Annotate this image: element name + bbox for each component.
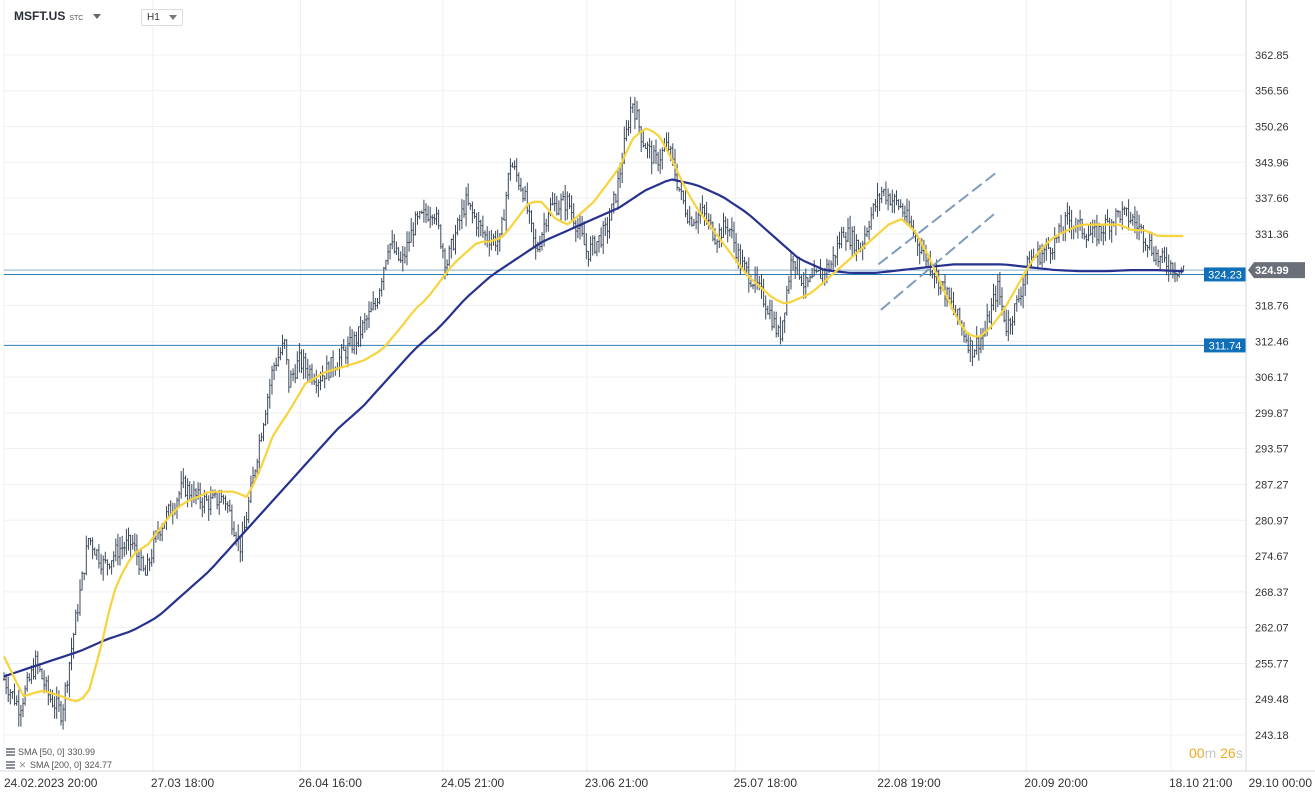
x-tick-label: 24.05 21:00 (441, 776, 505, 790)
moving-averages (3, 127, 1184, 703)
countdown-minutes: 00 (1189, 745, 1205, 761)
x-tick-label: 22.08 19:00 (877, 776, 941, 790)
legend-label: SMA [200, 0] (30, 759, 82, 770)
y-tick-label: 287.27 (1255, 479, 1289, 491)
legend-value: 324.77 (84, 759, 113, 770)
y-tick-label: 249.48 (1255, 694, 1289, 706)
channel-line (880, 212, 996, 311)
countdown-seconds: 26 (1220, 745, 1236, 761)
y-tick-label: 299.87 (1255, 408, 1289, 420)
x-tick-label: 24.02.2023 20:00 (4, 776, 98, 790)
support-level-tag (1204, 267, 1246, 282)
sma-50-line (3, 127, 1184, 703)
legend-label: SMA [50, 0] (18, 746, 65, 757)
y-tick-label: 362.85 (1255, 50, 1289, 62)
y-tick-label: 274.67 (1255, 551, 1289, 563)
timeframe-select[interactable]: H1 (141, 9, 183, 26)
current-price-tag (1248, 262, 1305, 279)
trend-channel (877, 169, 1000, 311)
x-tick-label: 27.03 18:00 (151, 776, 215, 790)
symbol-tag: STC (69, 15, 84, 22)
y-tick-label: 280.97 (1255, 515, 1289, 527)
y-tick-label: 306.17 (1255, 372, 1289, 384)
y-tick-label: 343.96 (1255, 157, 1289, 169)
x-tick-label: 29.10 00:00 (1249, 776, 1313, 790)
support-level-tag (1204, 338, 1246, 353)
timeframe-value: H1 (147, 12, 160, 23)
y-tick-label: 262.07 (1255, 623, 1289, 635)
y-tick-label: 318.76 (1255, 301, 1289, 313)
y-tick-label: 350.26 (1255, 122, 1289, 134)
legend-item-sma-200[interactable]: ✕ SMA [200, 0] 324.77 (6, 758, 112, 771)
legend-item-sma-50[interactable]: SMA [50, 0] 330.99 (6, 745, 112, 758)
close-icon[interactable]: ✕ (18, 759, 27, 770)
y-tick-label: 255.77 (1255, 658, 1289, 670)
price-ohlc-bars (3, 96, 1185, 730)
legend-value: 330.99 (67, 746, 96, 757)
support-level-label: 311.74 (1209, 340, 1242, 352)
countdown-seconds-unit: s (1235, 745, 1243, 761)
chevron-down-icon[interactable] (169, 15, 177, 20)
symbol-selector[interactable]: MSFT.US STC (14, 9, 102, 23)
current-price-label: 324.99 (1255, 265, 1289, 277)
price-bars (3, 96, 1185, 730)
menu-icon[interactable] (6, 747, 15, 756)
candle-countdown: 00m 26s (1189, 745, 1243, 761)
countdown-minutes-unit: m (1204, 745, 1217, 761)
x-tick-label: 18.10 21:00 (1169, 776, 1233, 790)
indicator-legend: SMA [50, 0] 330.99 ✕ SMA [200, 0] 324.77 (6, 745, 112, 771)
channel-line (877, 169, 1000, 266)
sma-200-line (3, 178, 1184, 678)
y-tick-label: 243.18 (1255, 730, 1289, 742)
y-tick-label: 331.36 (1255, 229, 1289, 241)
y-tick-label: 356.56 (1255, 86, 1289, 98)
x-tick-label: 20.09 20:00 (1024, 776, 1088, 790)
x-tick-label: 23.06 21:00 (585, 776, 649, 790)
chevron-down-icon[interactable] (93, 13, 102, 19)
y-tick-label: 268.37 (1255, 587, 1289, 599)
x-tick-label: 26.04 16:00 (299, 776, 363, 790)
menu-icon[interactable] (6, 760, 15, 769)
chart-toolbar: MSFT.US STC H1 (0, 0, 1246, 34)
support-level-label: 324.23 (1208, 269, 1242, 281)
y-tick-label: 312.46 (1255, 336, 1289, 348)
grid (3, 0, 1246, 771)
symbol-name: MSFT.US (14, 9, 66, 23)
y-tick-label: 337.66 (1255, 193, 1289, 205)
horizontal-levels: 324.23 311.74 (4, 267, 1246, 353)
x-tick-label: 25.07 18:00 (734, 776, 798, 790)
y-tick-label: 293.57 (1255, 444, 1289, 456)
